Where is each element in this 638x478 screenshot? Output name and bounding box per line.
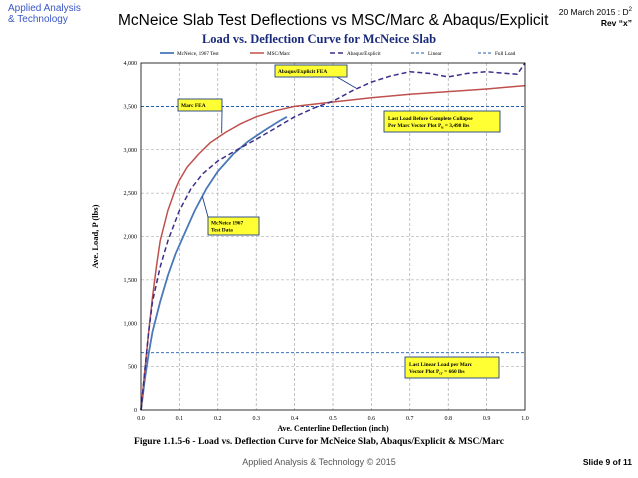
date-text: 20 March 2015 : D [558,6,629,17]
callout-box [404,356,500,379]
logo-line-2: & Technology [8,14,68,25]
x-tick-label: 0.5 [329,416,337,422]
series-msc-marc [140,84,526,411]
callout-text: Last Load Before Complete Collapse [388,116,473,122]
callout-text: Vector Plot Pcr = 660 lbs [409,369,465,376]
y-tick-label: 1,000 [124,321,138,327]
date-line: 20 March 2015 : D2 [528,5,632,18]
revision-line: Rev “x” [600,17,632,28]
x-tick-label: 0.3 [252,416,260,422]
x-tick-label: 0.0 [137,416,145,422]
x-tick-label: 0.2 [214,416,222,422]
legend-label: Abaqus/Explicit [347,51,381,57]
callout-text: Test Data [211,228,233,234]
y-tick-label: 0 [134,408,137,414]
callout-box [274,64,348,78]
x-tick-label: 0.7 [406,416,414,422]
series-mcneice-1967-test [140,116,288,411]
callout-text: McNeice 1967 [211,221,243,227]
chart-title: Load vs. Deflection Curve for McNeice Sl… [201,32,437,46]
x-tick-label: 1.0 [521,416,529,422]
company-logo: Applied Analysis & Technology [8,3,81,25]
reference-lines [141,106,525,354]
y-axis-label: Ave. Load, P (lbs) [90,204,100,268]
y-tick-label: 3,500 [124,104,138,110]
callout-abaqus: Abaqus/Explicit FEA [274,64,357,89]
y-tick-label: 3,000 [124,148,138,154]
x-tick-label: 0.8 [444,416,452,422]
legend-label: Linear [428,51,442,57]
x-axis-label: Ave. Centerline Deflection (inch) [277,424,389,433]
legend-label: McNeice, 1967 Test [177,51,219,57]
y-tick-label: 2,500 [124,191,138,197]
x-tick-label: 0.6 [368,416,376,422]
y-tick-label: 500 [128,365,137,371]
legend-label: Full Load [495,51,516,57]
x-tick-label: 0.4 [291,416,299,422]
plot-frame [140,62,526,411]
legend-label: MSC/Marc [267,51,291,57]
callout-pointer [202,196,209,218]
callout-box [177,98,223,112]
callout-box [207,216,260,236]
logo-line-1: Applied Analysis [8,3,81,14]
date-superscript: 2 [628,7,632,13]
callout-pointer [336,76,357,89]
legend: McNeice, 1967 Test MSC/Marc Abaqus/Explici… [160,51,516,57]
callout-box [383,110,501,133]
axes-layer: 0.0 0.1 0.2 0.3 0.4 0.5 0.6 0.7 0.8 0.9 1.0 0 500 1,0… [90,61,529,433]
callout-marc: Marc FEA [177,98,223,134]
callout-text: Per Marc Vector Plot Pu = 3,498 lbs [388,123,469,130]
y-tick-label: 1,500 [124,278,138,284]
series-abaqus-explicit [140,62,526,411]
callout-text: Abaqus/Explicit FEA [278,69,327,75]
date-revision: 20 March 2015 : D2 Rev “x” [528,5,632,29]
figure-caption: Figure 1.1.5-6 - Load vs. Deflection Cur… [134,437,504,447]
footer-copyright: Applied Analysis & Technology © 2015 [242,457,396,467]
series-layer [140,62,526,411]
callout-text: Last Linear Load per Marc [409,362,473,368]
y-tick-label: 2,000 [124,235,138,241]
y-tick-label: 4,000 [124,61,138,67]
callout-text: Marc FEA [181,103,206,109]
annotations: Abaqus/Explicit FEA Marc FEA McNeice 1967T… [177,64,501,379]
slide-number: Slide 9 of 11 [582,457,632,467]
slide-title: McNeice Slab Test Deflections vs MSC/Mar… [118,12,549,29]
x-tick-label: 0.1 [176,416,184,422]
x-tick-label: 0.9 [483,416,491,422]
